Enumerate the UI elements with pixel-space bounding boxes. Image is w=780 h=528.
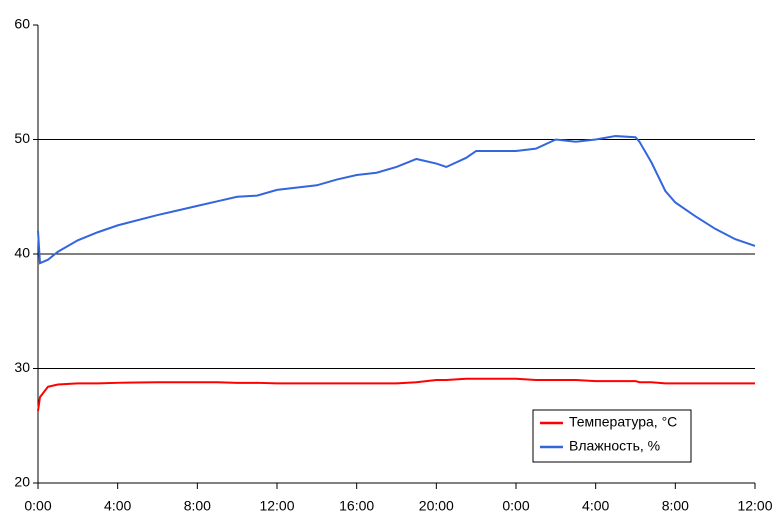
y-tick-label: 30 [14,359,30,375]
y-tick-label: 50 [14,130,30,146]
legend-box [532,409,692,463]
legend-label: Температура, °C [569,414,677,430]
y-tick-label: 40 [14,245,30,261]
x-tick-label: 0:00 [502,498,529,514]
line-series [37,377,755,412]
x-tick-label: 8:00 [184,498,211,514]
x-tick-label: 4:00 [582,498,609,514]
x-tick-label: 12:00 [737,498,772,514]
line-series [37,135,756,265]
x-tick-label: 12:00 [259,498,294,514]
y-tick-label: 60 [14,16,30,32]
x-tick-label: 16:00 [339,498,374,514]
x-tick-label: 8:00 [662,498,689,514]
x-tick-label: 4:00 [104,498,131,514]
legend-label: Влажность, % [569,438,660,454]
x-tick-label: 20:00 [419,498,454,514]
x-tick-label: 0:00 [24,498,51,514]
y-tick-label: 20 [14,474,30,490]
